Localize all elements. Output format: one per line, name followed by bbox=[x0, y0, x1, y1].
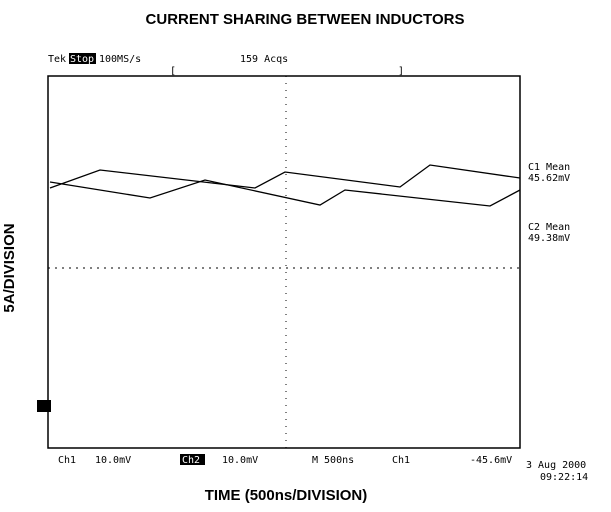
ch2-scale: 10.0mV bbox=[222, 455, 258, 466]
ch1: Ch1 bbox=[58, 455, 76, 466]
record-bracket: ] bbox=[398, 66, 404, 77]
record-bracket: [ bbox=[170, 66, 176, 77]
trigger-ch: Ch1 bbox=[392, 455, 410, 466]
readout-name: C2 Mean bbox=[528, 222, 570, 233]
ch2: Ch2 bbox=[182, 455, 200, 466]
date: 3 Aug 2000 bbox=[526, 460, 586, 471]
acqs: 159 Acqs bbox=[240, 54, 288, 65]
ground-marker bbox=[37, 400, 51, 412]
screen bbox=[37, 75, 521, 449]
state-badge bbox=[69, 53, 96, 64]
ch2-badge bbox=[180, 454, 205, 465]
readout-value: 45.62mV bbox=[528, 173, 570, 184]
y-label: 5A/DIVISION bbox=[1, 223, 18, 312]
x-label: TIME (500ns/DIVISION) bbox=[205, 487, 368, 504]
trigger-level: -45.6mV bbox=[470, 455, 512, 466]
clock: 09:22:14 bbox=[540, 472, 588, 483]
rate: 100MS/s bbox=[99, 54, 141, 65]
readout-name: C1 Mean bbox=[528, 162, 570, 173]
trace-2 bbox=[49, 179, 521, 207]
time-base: M 500ns bbox=[312, 455, 354, 466]
title: CURRENT SHARING BETWEEN INDUCTORS bbox=[146, 11, 465, 28]
readout-value: 49.38mV bbox=[528, 233, 570, 244]
ch1-scale: 10.0mV bbox=[95, 455, 131, 466]
trace-1 bbox=[49, 164, 521, 189]
brand: Tek bbox=[48, 54, 66, 65]
state: Stop bbox=[70, 54, 94, 65]
